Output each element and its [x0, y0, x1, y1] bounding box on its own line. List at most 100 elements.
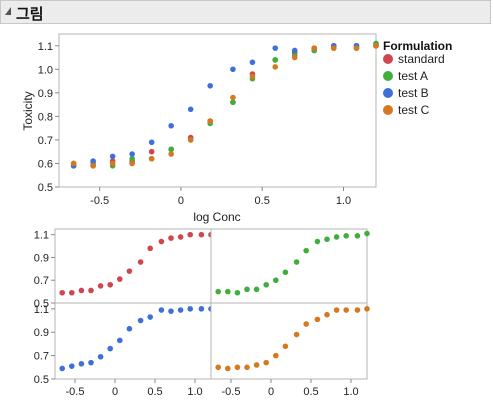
panel-point-test-b	[198, 306, 205, 312]
disclosure-triangle-icon[interactable]	[5, 7, 11, 15]
panel-point-standard	[97, 283, 104, 289]
panel-point-standard	[117, 276, 123, 282]
point-test-b	[148, 139, 155, 146]
panel-point-test-b	[168, 308, 174, 314]
panel-point-test-a	[225, 288, 231, 295]
panel-point-test-c	[253, 362, 260, 368]
y-tick-label: 0.8	[38, 111, 53, 123]
point-test-c	[109, 160, 116, 167]
panel-point-standard	[147, 245, 153, 252]
x-tick-label: -0.5	[90, 195, 109, 207]
panel-point-standard	[198, 231, 205, 238]
grid-y-tick-label: 0.7	[34, 275, 49, 287]
point-test-b	[249, 59, 256, 66]
point-test-c	[249, 73, 256, 80]
point-test-a	[168, 146, 174, 153]
grid-y-tick-label: 0.7	[34, 351, 49, 363]
panel-point-test-b	[69, 363, 75, 369]
panel-point-test-b	[107, 345, 113, 352]
point-test-b	[291, 47, 298, 54]
x-axis-label: log Conc	[193, 210, 240, 224]
grid-x-tick-label: 1.0	[187, 386, 202, 398]
report-title: 그림	[16, 5, 44, 23]
panel-point-standard	[187, 231, 193, 238]
panel-point-standard	[158, 238, 165, 245]
small-multiples-grid: 0.50.70.91.10.50.70.91.1-0.5 0 0.5 1.0 -0.5 0…	[34, 228, 370, 398]
legend-items: standard test A test B test C	[383, 52, 445, 117]
point-test-a	[230, 99, 236, 106]
panel-frame-standard	[54, 228, 212, 304]
panel-point-test-c	[343, 307, 350, 313]
panel-point-test-a	[244, 286, 250, 293]
grid-y-tick-label: 0.5	[34, 298, 49, 310]
legend-marker-test-a	[383, 71, 393, 81]
legend-entry-standard: standard	[398, 52, 445, 66]
legend-title: Formulation	[383, 39, 452, 53]
point-test-c	[311, 45, 318, 51]
point-test-c	[168, 151, 174, 157]
panel-point-standard	[59, 289, 65, 296]
panel-point-test-b	[137, 317, 144, 324]
panel-point-test-b	[187, 306, 193, 312]
panel-point-test-b	[88, 359, 94, 366]
point-test-b	[207, 82, 213, 89]
point-test-b	[109, 153, 116, 160]
panel-point-test-a	[215, 288, 221, 295]
panel-point-test-a	[282, 269, 289, 276]
panel-point-test-a	[303, 247, 310, 254]
point-test-c	[187, 137, 194, 143]
panel-point-standard	[177, 234, 184, 240]
panel-point-test-c	[244, 364, 250, 371]
panel-frame-test-c	[210, 302, 368, 380]
y-tick-label: 0.5	[38, 182, 53, 194]
panel-point-standard	[69, 289, 75, 296]
panel-point-standard	[126, 268, 133, 274]
panel-point-standard	[88, 287, 94, 294]
point-test-b	[230, 66, 236, 73]
point-test-c	[272, 64, 279, 70]
point-test-c	[291, 54, 298, 61]
point-test-c	[207, 118, 213, 124]
panel-point-standard	[78, 287, 85, 294]
panel-point-test-a	[234, 289, 241, 296]
x-tick-label: 0.5	[255, 195, 270, 207]
point-test-c	[373, 42, 379, 49]
legend-marker-test-b	[383, 88, 393, 98]
grid-y-tick-label: 1.1	[34, 304, 49, 316]
panel-point-test-c	[234, 364, 241, 371]
y-tick-label: 1.0	[38, 64, 53, 76]
point-test-b	[90, 158, 96, 164]
x-tick-label: 1.0	[336, 195, 351, 207]
point-test-a	[129, 155, 135, 162]
panel-point-test-c	[364, 306, 370, 312]
point-test-c	[90, 163, 96, 169]
panel-point-test-a	[253, 286, 260, 293]
y-tick-label: 0.6	[38, 158, 53, 170]
point-test-b	[129, 151, 135, 157]
panel-frame-test-b	[54, 302, 212, 380]
panel-point-test-b	[177, 307, 184, 313]
panel-point-test-c	[225, 365, 231, 372]
main-plot-layer: 0.5 0.6 0.7 0.8 0.9 1.0 1.1 -0.5 0 0.5 1.0	[38, 40, 379, 207]
grid-x-tick-label: -0.5	[66, 386, 85, 398]
panel-point-test-c	[273, 352, 279, 359]
panel-point-test-c	[324, 311, 330, 318]
panel-point-test-a	[273, 277, 279, 284]
grid-x-tick-label: 0.5	[303, 386, 318, 398]
y-tick-label: 1.1	[38, 41, 53, 53]
panel-point-test-a	[333, 234, 340, 240]
panel-point-test-a	[263, 281, 270, 288]
legend-marker-standard	[383, 54, 393, 64]
panel-point-test-c	[293, 331, 300, 338]
grid-y-tick-label: 0.9	[34, 327, 49, 339]
panel-point-test-a	[293, 259, 300, 265]
panel-point-test-c	[333, 307, 340, 313]
panel-point-test-b	[126, 325, 133, 332]
panel-point-test-b	[117, 337, 123, 344]
panel-point-test-a	[343, 233, 350, 239]
grid-y-tick-label: 0.5	[34, 374, 49, 386]
grid-x-tick-label: 0	[268, 386, 274, 398]
panel-point-test-a	[324, 236, 330, 243]
report-header: 그림	[0, 0, 491, 24]
